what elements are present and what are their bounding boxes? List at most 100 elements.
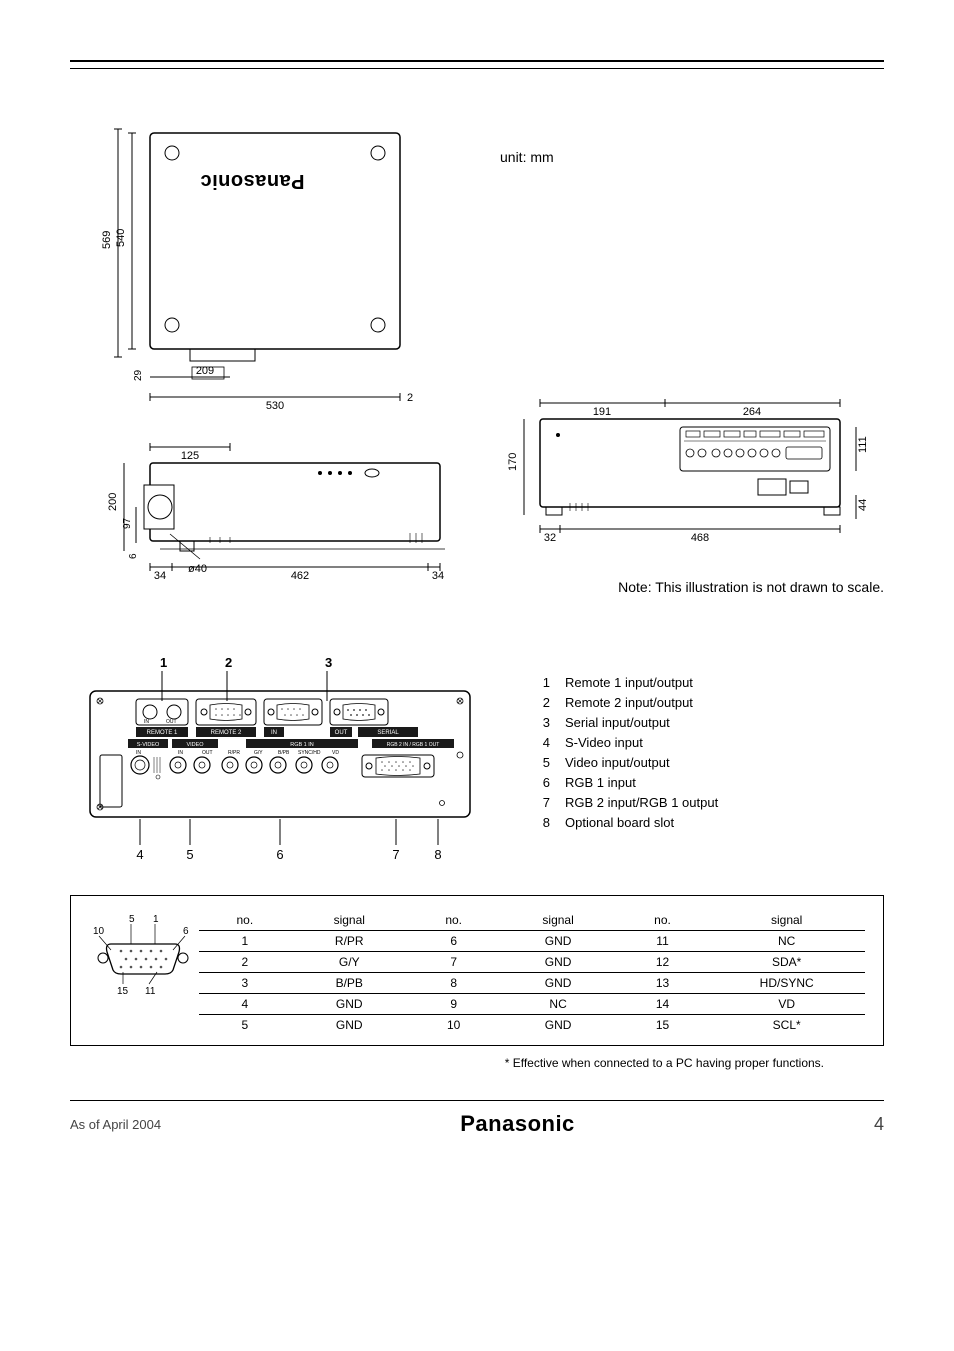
dim-inner-h: 540 xyxy=(115,229,127,247)
svg-text:OUT: OUT xyxy=(202,750,213,756)
svg-text:R/PR: R/PR xyxy=(228,750,240,756)
pin-table: no. signal no. signal no. signal 1R/PR6G… xyxy=(199,910,865,1035)
dim-200: 200 xyxy=(107,493,119,511)
lbl-remote2: REMOTE 2 xyxy=(211,730,242,736)
dim-2: 2 xyxy=(407,392,413,404)
callout-7: 7 xyxy=(392,847,399,862)
pin-td: 15 xyxy=(617,1015,709,1036)
pin-td: SCL* xyxy=(708,1015,865,1036)
lbl-in1: IN xyxy=(144,719,149,725)
dim-191: 191 xyxy=(593,406,611,418)
brand-logo-on-device: Panasonic xyxy=(200,169,305,192)
pin-td: 7 xyxy=(408,952,500,973)
header-rule-thick xyxy=(70,60,884,62)
header-rule-thin xyxy=(70,68,884,69)
pin-table-header-row: no. signal no. signal no. signal xyxy=(199,910,865,931)
legend-label: Remote 2 input/output xyxy=(565,695,693,710)
callout-6: 6 xyxy=(276,847,283,862)
legend-label: RGB 1 input xyxy=(565,775,636,790)
projector-rear-view: 191 264 xyxy=(510,395,850,525)
legend-row: 8Optional board slot xyxy=(530,815,884,830)
pin-table-row: 5GND10GND15SCL* xyxy=(199,1015,865,1036)
dsub-pin-diagram: 10 5 1 6 15 11 xyxy=(89,910,199,1000)
pin-td: NC xyxy=(500,994,617,1015)
legend-row: 3Serial input/output xyxy=(530,715,884,730)
pin-td: 11 xyxy=(617,931,709,952)
legend-row: 2Remote 2 input/output xyxy=(530,695,884,710)
pin-th: no. xyxy=(408,910,500,931)
svg-text:IN: IN xyxy=(271,730,277,736)
svg-text:IN: IN xyxy=(178,750,183,756)
pin-td: 1 xyxy=(199,931,291,952)
unit-label: unit: mm xyxy=(500,149,884,165)
terminals-section: 1 2 3 IN OUT xyxy=(70,655,884,855)
legend-label: RGB 2 input/RGB 1 output xyxy=(565,795,718,810)
pin-th: signal xyxy=(291,910,408,931)
lbl-remote1: REMOTE 1 xyxy=(147,730,178,736)
svg-text:11: 11 xyxy=(145,986,156,997)
callout-1: 1 xyxy=(160,655,167,670)
svg-text:B/PB: B/PB xyxy=(278,750,290,756)
side-view-svg: 125 20 xyxy=(110,439,470,589)
pin-td: 9 xyxy=(408,994,500,1015)
legend-label: Remote 1 input/output xyxy=(565,675,693,690)
dim-32: 32 xyxy=(544,532,556,544)
legend-label: S-Video input xyxy=(565,735,643,750)
pin-td: GND xyxy=(291,1015,408,1036)
dimensions-drawings-left: 569 540 209 xyxy=(70,129,470,559)
pin-footnote: * Effective when connected to a PC havin… xyxy=(70,1056,884,1070)
legend-label: Video input/output xyxy=(565,755,670,770)
terminals-legend: 1Remote 1 input/output 2Remote 2 input/o… xyxy=(490,655,884,855)
dim-111: 111 xyxy=(857,436,869,453)
pin-th: signal xyxy=(500,910,617,931)
pin-td: GND xyxy=(291,994,408,1015)
legend-row: 5Video input/output xyxy=(530,755,884,770)
callout-2: 2 xyxy=(225,655,232,670)
pin-td: 13 xyxy=(617,973,709,994)
terminals-svg: 1 2 3 IN OUT xyxy=(70,655,490,865)
dim-lens-dia: ø40 xyxy=(188,563,207,575)
pin-td: 12 xyxy=(617,952,709,973)
pin-td: VD xyxy=(708,994,865,1015)
pin-td: 10 xyxy=(408,1015,500,1036)
dim-34l: 34 xyxy=(154,570,166,582)
pin-th: no. xyxy=(617,910,709,931)
pin-table-row: 4GND9NC14VD xyxy=(199,994,865,1015)
pin-td: 3 xyxy=(199,973,291,994)
dim-6: 6 xyxy=(128,553,139,559)
svg-text:VIDEO: VIDEO xyxy=(186,742,204,748)
dimensions-right-column: unit: mm 191 264 xyxy=(470,129,884,559)
terminals-diagram: 1 2 3 IN OUT xyxy=(70,655,490,855)
pin-td: SDA* xyxy=(708,952,865,973)
dim-125: 125 xyxy=(181,450,199,462)
pin-table-row: 2G/Y7GND12SDA* xyxy=(199,952,865,973)
dim-170: 170 xyxy=(507,453,519,471)
dim-29: 29 xyxy=(133,369,144,381)
callout-4: 4 xyxy=(136,847,143,862)
pin-td: R/PR xyxy=(291,931,408,952)
legend-row: 6RGB 1 input xyxy=(530,775,884,790)
pin-td: GND xyxy=(500,952,617,973)
projector-top-view: 569 540 209 xyxy=(110,129,430,409)
legend-label: Serial input/output xyxy=(565,715,670,730)
svg-text:5: 5 xyxy=(129,914,135,925)
dim-34r: 34 xyxy=(432,570,444,582)
dim-462: 462 xyxy=(291,570,309,582)
pin-td: G/Y xyxy=(291,952,408,973)
lbl-out1: OUT xyxy=(166,719,177,725)
pin-td: B/PB xyxy=(291,973,408,994)
svg-text:RGB 2 IN / RGB 1 OUT: RGB 2 IN / RGB 1 OUT xyxy=(387,742,440,748)
pin-table-row: 3B/PB8GND13HD/SYNC xyxy=(199,973,865,994)
dsub-svg: 10 5 1 6 15 11 xyxy=(89,910,199,1000)
svg-text:VD: VD xyxy=(332,750,339,756)
pin-td: 2 xyxy=(199,952,291,973)
pin-td: 14 xyxy=(617,994,709,1015)
pin-th: no. xyxy=(199,910,291,931)
svg-text:15: 15 xyxy=(117,986,129,997)
pin-th: signal xyxy=(708,910,865,931)
footer-date: As of April 2004 xyxy=(70,1117,161,1132)
pin-table-row: 1R/PR6GND11NC xyxy=(199,931,865,952)
legend-row: 7RGB 2 input/RGB 1 output xyxy=(530,795,884,810)
callout-8: 8 xyxy=(434,847,441,862)
pin-td: NC xyxy=(708,931,865,952)
